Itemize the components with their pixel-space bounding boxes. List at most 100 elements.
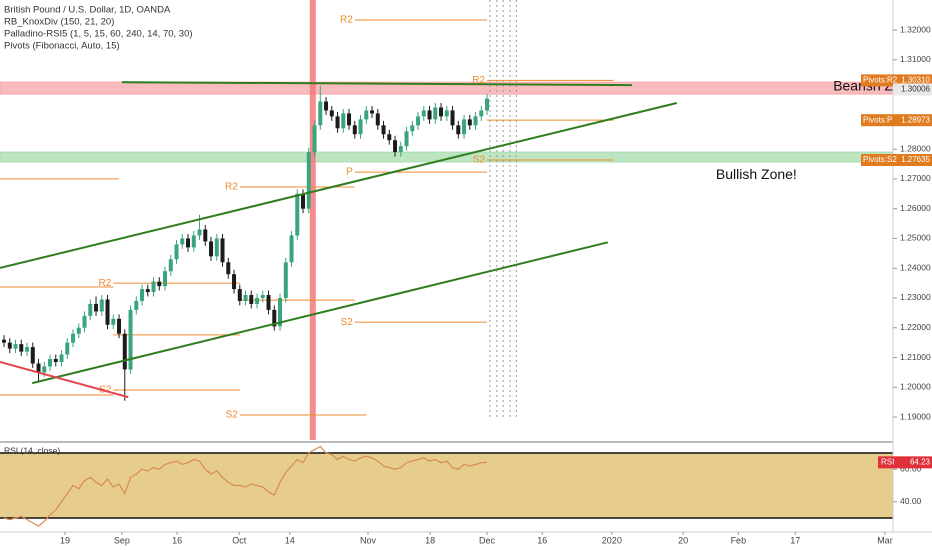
candle-body [364, 110, 369, 120]
y-tick-label: 1.32000 [900, 24, 931, 34]
y-tick-label: 1.26000 [900, 203, 931, 213]
candle-body [36, 363, 41, 373]
candle-body [163, 271, 168, 287]
price-label-value: 1.27635 [901, 155, 930, 164]
candle-body [462, 119, 467, 135]
candle-body [433, 107, 438, 120]
candle-body [398, 146, 403, 153]
candle-body [88, 303, 93, 316]
y-tick-label: 1.25000 [900, 233, 931, 243]
trend-line [31, 241, 609, 385]
rsi-band [0, 452, 893, 519]
candle-body [117, 318, 122, 334]
candle-body [157, 281, 162, 287]
candle-body [473, 116, 478, 126]
price-label-box [861, 114, 932, 127]
y-tick-label: 1.31000 [900, 54, 931, 64]
candle-body [2, 339, 7, 343]
price-label-box [861, 74, 932, 87]
y-tick-label: 40.00 [900, 496, 922, 506]
zone [0, 81, 893, 95]
x-tick-label: 2020 [602, 535, 622, 545]
candle-body [19, 344, 24, 352]
rsi-title: RSI (14, close) [4, 445, 60, 455]
rsi-line [3, 445, 488, 527]
candle-body [145, 289, 150, 293]
candle-body [283, 262, 288, 298]
candle-body [48, 359, 53, 367]
y-tick-label: 1.27000 [900, 173, 931, 183]
annotation: Bullish Zone! [716, 166, 797, 182]
candle-body [312, 125, 317, 153]
y-tick-label: 60.00 [900, 463, 922, 473]
candle-body [59, 354, 64, 363]
rsi-pane [0, 445, 893, 527]
candle-body [94, 303, 99, 312]
x-tick-label: 18 [425, 535, 435, 545]
candle-body [105, 299, 110, 325]
rsi-label-box [878, 456, 932, 469]
y-tick-label: 1.20000 [900, 382, 931, 392]
candle-body [421, 110, 426, 117]
price-label-name: Pivots:R2 [863, 75, 898, 84]
pivot-label: R2 [340, 15, 353, 26]
price-label-name: Pivots:P [863, 115, 892, 124]
header-line: British Pound / U.S. Dollar, 1D, OANDA [4, 5, 171, 16]
x-tick-label: Dec [479, 535, 496, 545]
candle-body [329, 110, 334, 117]
x-tick-label: Sep [114, 535, 130, 545]
candle-body [128, 309, 133, 370]
candle-body [427, 110, 432, 120]
x-tick-label: Feb [731, 535, 747, 545]
candle-body [444, 110, 449, 117]
y-tick-label: 1.24000 [900, 262, 931, 272]
candle-body [249, 295, 254, 304]
candle-body [71, 333, 76, 343]
candle-body [174, 244, 179, 260]
candle-body [232, 274, 237, 290]
price-pane: R2R2S2PR2S2R2S2S2Bearish Zone!Bullish Zo… [0, 0, 893, 440]
header-line: Palladino-RSI5 (1, 5, 15, 60, 240, 14, 7… [4, 29, 193, 40]
y-tick-label: 1.21000 [900, 352, 931, 362]
x-tick-label: Nov [360, 535, 377, 545]
rsi-label-name: RSI [881, 457, 894, 466]
candle-body [53, 359, 58, 363]
x-tick-label: Oct [232, 535, 247, 545]
price-label-box [893, 83, 932, 96]
candle-body [180, 238, 185, 245]
y-tick-label: 1.28000 [900, 143, 931, 153]
candle-body [76, 327, 81, 334]
candle-body [272, 309, 277, 327]
rsi-label-value: 64.23 [910, 457, 931, 466]
candle-body [456, 125, 461, 135]
trend-line [0, 361, 129, 399]
x-tick-label: 19 [60, 535, 70, 545]
y-tick-label: 1.19000 [900, 411, 931, 421]
candle-body [370, 110, 375, 114]
candle-body [306, 152, 311, 209]
candle-body [25, 347, 30, 352]
price-label-box [861, 154, 932, 167]
candle-body [99, 299, 104, 312]
candle-body [485, 98, 490, 111]
pivot-label: P [346, 167, 353, 178]
candle-body [30, 347, 35, 364]
candle-body [341, 113, 346, 129]
candle-body [347, 113, 352, 126]
candle-body [318, 101, 323, 126]
pivot-label: S2 [341, 317, 354, 328]
candle-body [387, 134, 392, 141]
candle-body [168, 259, 173, 272]
candle-body [122, 333, 127, 370]
zone [0, 151, 893, 163]
candle-body [450, 110, 455, 126]
candle-body [410, 125, 415, 132]
candle-body [404, 131, 409, 147]
candle-body [42, 366, 47, 373]
candle-body [393, 140, 398, 153]
candle-body [266, 295, 271, 310]
x-tick-label: Mar [877, 535, 893, 545]
y-tick-label: 1.23000 [900, 292, 931, 302]
y-tick-label: 1.22000 [900, 322, 931, 332]
